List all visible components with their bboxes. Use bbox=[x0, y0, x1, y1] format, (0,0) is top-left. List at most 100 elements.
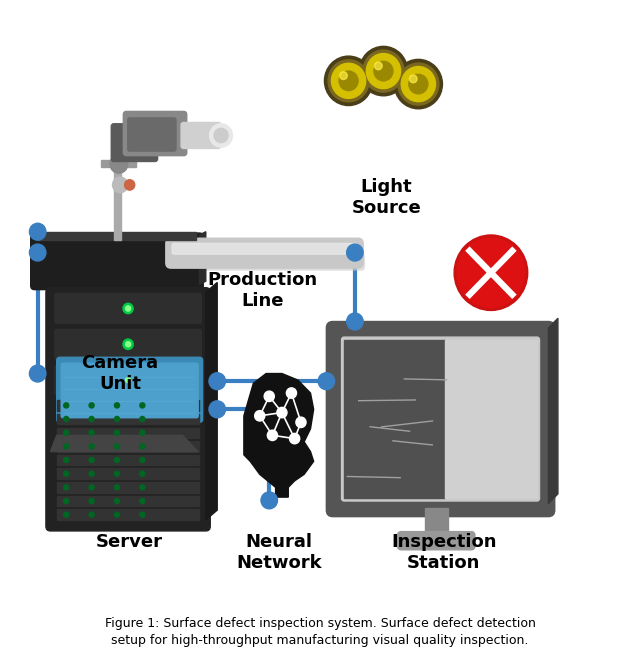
Circle shape bbox=[64, 403, 68, 408]
Circle shape bbox=[64, 457, 68, 462]
Circle shape bbox=[140, 403, 145, 408]
Circle shape bbox=[64, 471, 68, 476]
FancyBboxPatch shape bbox=[181, 123, 221, 148]
Circle shape bbox=[324, 56, 372, 106]
Circle shape bbox=[115, 512, 120, 518]
Bar bbox=[57, 414, 200, 424]
Circle shape bbox=[64, 430, 68, 436]
Circle shape bbox=[209, 373, 225, 390]
Circle shape bbox=[29, 244, 46, 261]
Bar bbox=[101, 160, 136, 167]
FancyBboxPatch shape bbox=[128, 118, 176, 151]
Circle shape bbox=[123, 339, 133, 350]
Circle shape bbox=[125, 377, 131, 382]
Circle shape bbox=[89, 499, 94, 504]
Bar bbox=[57, 428, 200, 438]
Bar bbox=[38, 232, 196, 240]
Circle shape bbox=[115, 485, 120, 490]
Circle shape bbox=[210, 124, 232, 147]
Bar bbox=[57, 510, 200, 520]
Circle shape bbox=[328, 60, 369, 102]
Circle shape bbox=[89, 512, 94, 518]
Circle shape bbox=[115, 471, 120, 476]
Bar bbox=[57, 482, 200, 493]
Bar bbox=[57, 400, 200, 411]
Bar bbox=[57, 455, 200, 465]
Circle shape bbox=[374, 62, 382, 70]
Circle shape bbox=[140, 457, 145, 462]
FancyBboxPatch shape bbox=[172, 243, 356, 254]
Circle shape bbox=[123, 375, 133, 385]
Bar bbox=[57, 468, 200, 479]
Circle shape bbox=[268, 430, 278, 441]
Text: Light
Source: Light Source bbox=[352, 178, 422, 217]
FancyBboxPatch shape bbox=[171, 254, 364, 270]
Circle shape bbox=[89, 443, 94, 449]
Circle shape bbox=[89, 430, 94, 436]
Circle shape bbox=[125, 180, 135, 190]
FancyBboxPatch shape bbox=[55, 329, 202, 359]
Text: Production
Line: Production Line bbox=[208, 271, 318, 310]
Circle shape bbox=[398, 63, 439, 105]
Circle shape bbox=[140, 471, 145, 476]
Circle shape bbox=[261, 492, 278, 509]
Circle shape bbox=[64, 443, 68, 449]
Circle shape bbox=[115, 457, 120, 462]
Circle shape bbox=[125, 342, 131, 347]
Circle shape bbox=[209, 401, 225, 418]
Circle shape bbox=[347, 313, 363, 330]
Circle shape bbox=[64, 417, 68, 422]
FancyBboxPatch shape bbox=[397, 531, 475, 550]
Circle shape bbox=[123, 303, 133, 314]
Circle shape bbox=[318, 373, 335, 390]
Circle shape bbox=[374, 61, 393, 81]
Circle shape bbox=[115, 417, 120, 422]
Circle shape bbox=[332, 63, 365, 98]
Text: Figure 1: Surface defect inspection system. Surface defect detection
setup for h: Figure 1: Surface defect inspection syst… bbox=[104, 617, 536, 647]
FancyBboxPatch shape bbox=[46, 288, 211, 531]
Circle shape bbox=[89, 417, 94, 422]
Circle shape bbox=[457, 238, 525, 308]
FancyBboxPatch shape bbox=[166, 238, 363, 268]
Circle shape bbox=[255, 411, 265, 421]
Circle shape bbox=[89, 403, 94, 408]
Circle shape bbox=[115, 430, 120, 436]
Polygon shape bbox=[51, 436, 198, 451]
Circle shape bbox=[110, 155, 128, 173]
Circle shape bbox=[394, 59, 442, 109]
Circle shape bbox=[401, 66, 435, 102]
Bar bbox=[445, 340, 537, 499]
Circle shape bbox=[89, 485, 94, 490]
Circle shape bbox=[454, 235, 528, 310]
Circle shape bbox=[409, 74, 428, 94]
Circle shape bbox=[347, 244, 363, 261]
Circle shape bbox=[140, 499, 145, 504]
Polygon shape bbox=[127, 113, 184, 152]
Polygon shape bbox=[244, 373, 314, 497]
Circle shape bbox=[140, 430, 145, 436]
Ellipse shape bbox=[398, 532, 474, 546]
Text: Camera
Unit: Camera Unit bbox=[81, 354, 159, 393]
Circle shape bbox=[89, 471, 94, 476]
Text: Server: Server bbox=[96, 533, 163, 551]
Circle shape bbox=[29, 223, 46, 240]
Circle shape bbox=[296, 417, 306, 428]
Polygon shape bbox=[200, 232, 206, 285]
Circle shape bbox=[140, 443, 145, 449]
Circle shape bbox=[359, 47, 408, 96]
Circle shape bbox=[214, 129, 228, 142]
Circle shape bbox=[410, 75, 417, 83]
FancyBboxPatch shape bbox=[55, 293, 202, 323]
Text: Inspection
Station: Inspection Station bbox=[391, 533, 497, 571]
Circle shape bbox=[140, 417, 145, 422]
Polygon shape bbox=[206, 283, 217, 520]
FancyBboxPatch shape bbox=[111, 124, 157, 161]
Circle shape bbox=[264, 391, 275, 401]
FancyBboxPatch shape bbox=[61, 363, 198, 418]
Circle shape bbox=[277, 407, 287, 418]
FancyBboxPatch shape bbox=[326, 321, 555, 517]
Circle shape bbox=[64, 499, 68, 504]
Bar bbox=[57, 441, 200, 451]
FancyBboxPatch shape bbox=[124, 112, 187, 155]
Circle shape bbox=[64, 512, 68, 518]
